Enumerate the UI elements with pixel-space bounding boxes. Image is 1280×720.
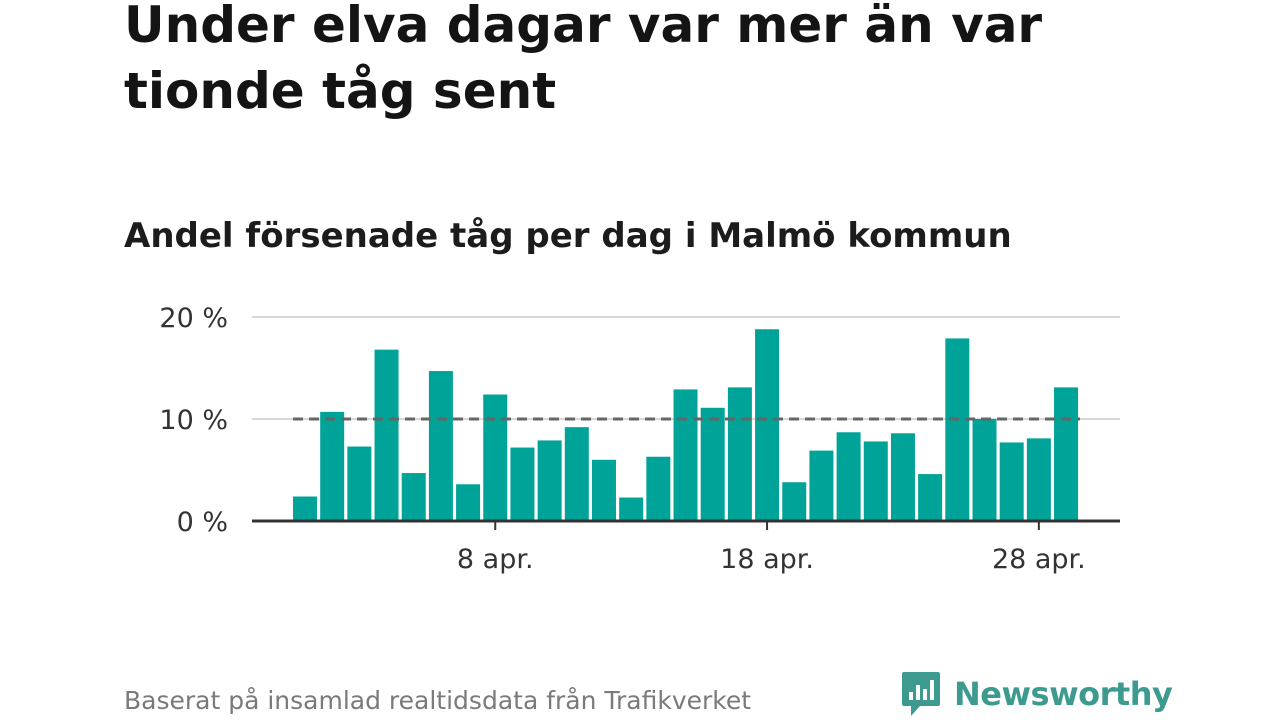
chart-subtitle: Andel försenade tåg per dag i Malmö komm… [124,216,1012,256]
bar [293,496,317,521]
bar [782,482,807,521]
bar [591,459,616,521]
x-tick-label: 28 apr. [992,544,1086,575]
x-tick-label: 18 apr. [720,544,814,575]
bar-chart-speech-bubble-icon [902,672,940,716]
bar [564,427,589,521]
bar [945,338,970,521]
bar [1026,438,1051,521]
bar [374,349,399,521]
bar [320,411,345,521]
brand-logo: Newsworthy [900,670,1173,718]
bar [809,450,834,521]
bar [646,456,671,521]
bar [456,484,481,521]
bar [673,389,698,521]
bar [700,407,725,521]
bar [836,432,861,521]
axes: 0 % 10 % 20 % 8 apr. 18 apr. 28 apr. [159,303,1120,575]
y-tick-label: 10 % [159,405,228,436]
bar [347,446,372,521]
bar [483,394,508,521]
brand-name: Newsworthy [954,675,1173,713]
bar [918,474,943,521]
bar [755,329,780,521]
bars [293,329,1079,521]
bar [972,419,997,521]
bar [428,371,453,521]
bar [537,440,562,521]
y-tick-label: 20 % [159,303,228,334]
bar [510,447,535,521]
bar [999,442,1024,521]
y-tick-label: 0 % [177,507,228,538]
x-tick-label: 8 apr. [457,544,534,575]
bar [1054,387,1079,521]
bar [619,497,644,521]
bar [727,387,752,521]
source-note: Baserat på insamlad realtidsdata från Tr… [124,686,752,715]
bar [401,473,426,521]
chart-headline: Under elva dagar var mer än var tionde t… [124,0,1043,120]
bar [863,441,888,521]
bar [890,433,915,521]
